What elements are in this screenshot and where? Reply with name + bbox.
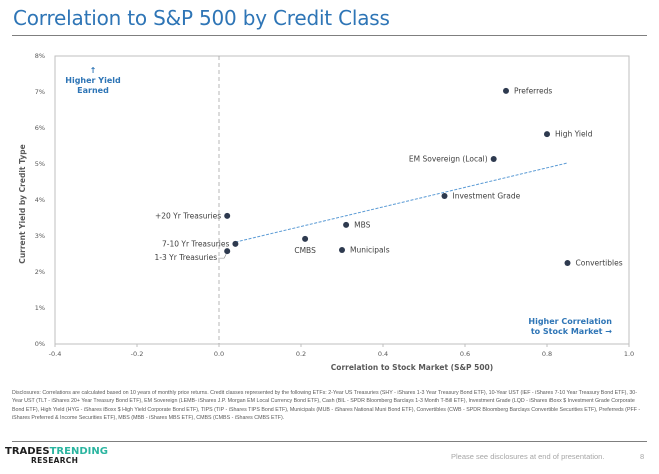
x-tick-label: 0.6 — [460, 350, 470, 358]
plot-area-border — [54, 55, 630, 345]
data-label: Convertibles — [576, 259, 623, 268]
tick-labels: -0.4 -0.2 0.0 0.2 0.4 0.6 0.8 1.0 0% 1% 2% 3% 4% 5% 6%… — [35, 52, 634, 358]
x-tick-label: -0.4 — [49, 350, 62, 358]
logo-word-trades: TRADES — [5, 446, 50, 457]
y-tick-label: 2% — [35, 268, 45, 276]
trendline — [235, 162, 568, 243]
y-tick-label: 6% — [35, 124, 45, 132]
x-tick-label: 0.4 — [378, 350, 388, 358]
annotation-higher-yield: Earned — [77, 86, 109, 95]
annotation-higher-correlation: Higher Correlation — [528, 317, 612, 326]
data-point — [343, 221, 350, 228]
y-tick-label: 3% — [35, 232, 45, 240]
x-tick-label: 0.0 — [214, 350, 224, 358]
data-label: MBS — [354, 220, 370, 229]
scatter-chart: -0.4 -0.2 0.0 0.2 0.4 0.6 0.8 1.0 0% 1% 2% 3% 4% 5% 6%… — [18, 52, 634, 372]
y-tick-label: 1% — [35, 304, 45, 312]
footnote: Please see disclosures at end of present… — [451, 452, 605, 461]
page-title: Correlation to S&P 500 by Credit Class — [13, 6, 390, 30]
logo-word-research: RESEARCH — [31, 456, 79, 465]
data-point — [232, 240, 239, 247]
data-point — [544, 131, 550, 138]
y-tick-label: 0% — [35, 340, 45, 348]
axes — [54, 55, 630, 347]
data-label: 1-3 Yr Treasuries — [155, 253, 218, 262]
data-label: Investment Grade — [453, 192, 521, 201]
annotation-higher-correlation: to Stock Market → — [531, 327, 612, 336]
x-tick-label: 1.0 — [624, 350, 634, 358]
y-axis-title: Current Yield by Credit Type — [18, 144, 27, 263]
data-label: Municipals — [350, 246, 390, 255]
data-point — [339, 247, 345, 254]
y-tick-label: 8% — [35, 52, 45, 60]
logo-word-trending: TRENDING — [49, 446, 108, 457]
data-label: CMBS — [294, 246, 316, 255]
data-point — [490, 155, 497, 162]
data-label: High Yield — [555, 130, 593, 139]
title-divider — [12, 35, 647, 36]
data-point — [302, 235, 309, 242]
x-tick-label: 0.8 — [542, 350, 552, 358]
annotation-higher-yield: ↑ — [90, 66, 97, 75]
y-tick-label: 7% — [35, 88, 45, 96]
data-label: EM Sovereign (Local) — [409, 154, 488, 163]
y-tick-label: 5% — [35, 160, 45, 168]
data-point — [441, 193, 448, 200]
data-point — [503, 87, 509, 94]
data-point — [564, 260, 571, 266]
annotation-higher-yield: Higher Yield — [65, 76, 121, 85]
data-label: Preferreds — [514, 86, 552, 95]
data-label: +20 Yr Treasuries — [155, 211, 221, 220]
footer-divider — [12, 441, 647, 442]
disclosure-text: Disclosures: Correlations are calculated… — [12, 390, 641, 421]
x-axis-title: Correlation to Stock Market (S&P 500) — [331, 363, 493, 372]
company-logo: TRADESTRENDING RESEARCH — [5, 446, 108, 465]
data-point — [224, 212, 231, 219]
data-point — [224, 248, 231, 255]
x-tick-label: 0.2 — [296, 350, 306, 358]
y-tick-label: 4% — [35, 196, 45, 204]
leader-line — [218, 253, 227, 259]
data-label: 7-10 Yr Treasuries — [162, 239, 230, 248]
data-points: Preferreds High Yield EM Sovereign (Local)… — [155, 86, 623, 267]
page-number: 8 — [640, 452, 645, 461]
x-tick-label: -0.2 — [131, 350, 144, 358]
